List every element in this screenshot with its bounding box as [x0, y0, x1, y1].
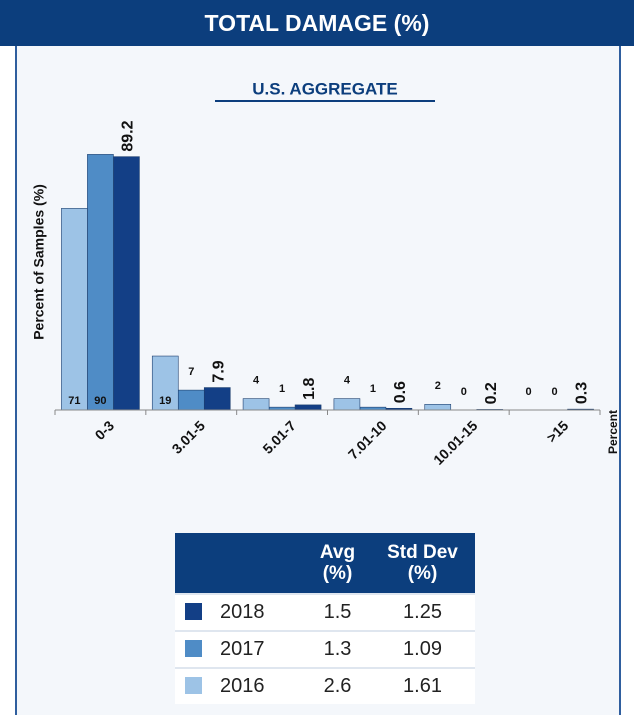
data-label: 1: [279, 383, 285, 395]
std-dev-cell: 1.61: [370, 667, 475, 704]
chart-subtitle: U.S. AGGREGATE: [252, 79, 397, 98]
column-header: Std Dev (%): [370, 533, 475, 594]
bar: [113, 156, 140, 411]
table-row: 2018 1.5 1.25: [175, 593, 475, 631]
legend-swatch: [185, 640, 202, 657]
data-label: 2: [435, 380, 441, 392]
bar: [242, 398, 270, 411]
year-cell: 2017: [175, 630, 305, 668]
table-row: 2017 1.3 1.09: [175, 630, 475, 668]
avg-cell: 1.5: [305, 593, 370, 631]
data-label: 1: [370, 383, 376, 395]
data-label: 71: [68, 395, 80, 407]
bar: [424, 404, 452, 411]
x-tick-label: 3.01-5: [169, 417, 209, 457]
x-tick-label: 7.01-10: [345, 417, 390, 462]
year-cell: 2016: [175, 667, 305, 704]
table-header: Avg (%) Std Dev (%): [175, 533, 475, 594]
header-title: TOTAL DAMAGE (%): [0, 0, 634, 46]
data-label: 0.2: [483, 382, 500, 404]
data-label: 0: [461, 386, 467, 398]
header-text: (%): [322, 563, 353, 584]
data-label: 0.3: [574, 382, 591, 404]
data-label: 1.8: [301, 378, 318, 400]
bar: [177, 389, 205, 411]
data-label: 0: [526, 386, 532, 398]
y-axis-label: Percent of Samples (%): [31, 184, 47, 340]
bar: [203, 387, 231, 411]
avg-cell: 2.6: [305, 667, 370, 704]
legend-label: 2017: [220, 638, 265, 660]
data-label: 7.9: [210, 360, 227, 382]
data-label: 4: [344, 375, 351, 387]
bar: [87, 154, 114, 411]
bar: [61, 208, 88, 411]
x-tick-label: >15: [543, 417, 571, 445]
data-label: 0: [552, 386, 558, 398]
bar: [151, 355, 179, 411]
std-dev-cell: 1.25: [370, 593, 475, 631]
x-axis-label: Percent: [606, 410, 620, 454]
x-tick-label: 5.01-7: [259, 417, 299, 457]
table-row: 2016 2.6 1.61: [175, 667, 475, 704]
avg-cell: 1.3: [305, 630, 370, 668]
x-tick-label: 0-3: [92, 417, 118, 443]
legend-swatch: [185, 603, 202, 620]
header-text: (%): [407, 563, 438, 584]
bar: [333, 398, 361, 411]
header-text: Avg: [319, 542, 356, 563]
bar: [294, 404, 322, 411]
legend-swatch: [185, 677, 202, 694]
year-cell: 2018: [175, 593, 305, 631]
std-dev-cell: 1.09: [370, 630, 475, 668]
data-label: 90: [94, 395, 106, 407]
data-label: 4: [253, 375, 260, 387]
x-tick-label: 10.01-15: [430, 417, 481, 468]
legend-label: 2018: [220, 601, 265, 623]
stats-table: Avg (%) Std Dev (%) 2018 1.5 1.25 2017 1.3 1.09 2…: [175, 533, 475, 704]
data-label: 0.6: [392, 381, 409, 403]
data-label: 19: [159, 395, 171, 407]
data-label: 89.2: [119, 120, 136, 151]
column-header: Avg (%): [305, 533, 370, 594]
chart: U.S. AGGREGATE Percent of Samples (%) Pe…: [31, 79, 620, 468]
header-text: Std Dev: [387, 542, 458, 563]
data-label: 7: [188, 366, 194, 378]
legend-label: 2016: [220, 675, 265, 697]
